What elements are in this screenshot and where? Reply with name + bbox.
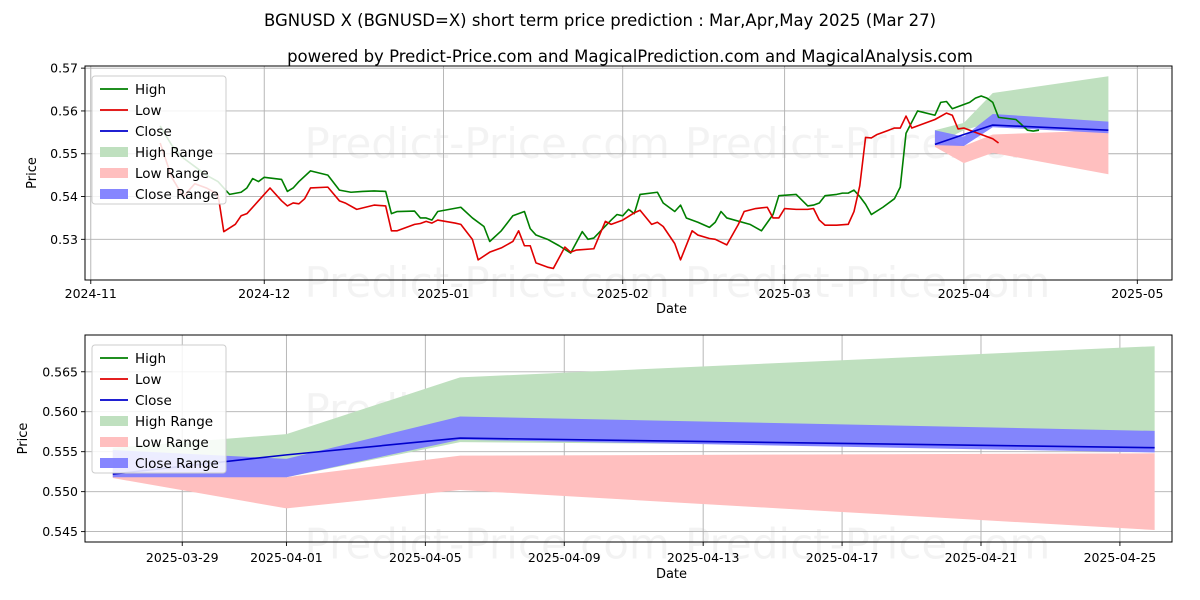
legend-patch-swatch — [100, 147, 128, 157]
legend-patch-swatch — [100, 189, 128, 199]
chart-subtitle: powered by Predict-Price.com and Magical… — [287, 47, 973, 66]
watermark-text: Predict-Price.com — [685, 258, 1050, 307]
legend-item: High — [100, 351, 166, 367]
axes-frame — [84, 65, 1173, 281]
legend-item: Close Range — [100, 456, 219, 472]
low-range-band — [112, 451, 1155, 531]
axes-frame — [84, 334, 1173, 543]
x-tick-label: 2025-04-21 — [945, 550, 1018, 565]
y-axis-label: Price — [25, 157, 40, 189]
close-range-band — [934, 113, 1109, 147]
legend-label: High Range — [135, 145, 213, 161]
x-tick-label: 2025-04-13 — [667, 550, 740, 565]
high-line — [159, 95, 1040, 254]
low-range-band — [934, 130, 1109, 175]
plot-area — [159, 76, 1109, 270]
legend-label: Low Range — [135, 166, 209, 182]
y-tick-label: 0.560 — [42, 404, 78, 419]
x-tick-label: 2025-02 — [597, 286, 649, 301]
legend-item: Low Range — [100, 166, 209, 182]
x-tick-label: 2025-03 — [758, 286, 810, 301]
legend-item: Low — [100, 103, 162, 119]
y-tick-label: 0.555 — [42, 444, 78, 459]
x-tick-label: 2025-05 — [1111, 286, 1163, 301]
legend-label: Low — [135, 372, 162, 388]
x-tick-label: 2025-01 — [417, 286, 469, 301]
y-tick-label: 0.550 — [42, 484, 78, 499]
legend-item: High Range — [100, 414, 213, 430]
legend-label: Close Range — [135, 187, 219, 203]
legend-item: Close Range — [100, 187, 219, 203]
x-tick-label: 2024-12 — [238, 286, 290, 301]
x-tick-label: 2025-04-05 — [389, 550, 462, 565]
legend-patch-swatch — [100, 458, 128, 468]
plot-area — [112, 346, 1155, 531]
y-tick-label: 0.545 — [42, 524, 78, 539]
high-range-band — [934, 76, 1109, 145]
close-line — [934, 124, 1109, 146]
legend-label: Low Range — [135, 435, 209, 451]
legend-patch-swatch — [100, 437, 128, 447]
watermark-text: Predict-Price.com — [305, 258, 670, 307]
legend-label: Close Range — [135, 456, 219, 472]
x-axis-label: Date — [656, 567, 687, 582]
legend-item: Close — [100, 393, 172, 409]
watermark-text: Predict-Price.com — [305, 119, 670, 168]
x-tick-label: 2025-04-25 — [1084, 550, 1157, 565]
y-tick-label: 0.53 — [50, 232, 78, 247]
legend-item: High Range — [100, 145, 213, 161]
legend-label: Close — [135, 124, 172, 140]
y-tick-label: 0.55 — [50, 146, 78, 161]
x-tick-label: 2025-04 — [938, 286, 990, 301]
legend-label: High — [135, 82, 166, 98]
y-tick-label: 0.54 — [50, 189, 78, 204]
x-tick-label: 2025-04-01 — [250, 550, 323, 565]
y-tick-label: 0.57 — [50, 61, 78, 76]
x-tick-label: 2025-04-09 — [528, 550, 601, 565]
legend-item: High — [100, 82, 166, 98]
legend-item: Low — [100, 372, 162, 388]
legend: High Low Close High Range Low Range Close Ran… — [91, 75, 227, 205]
chart-title: BGNUSD X (BGNUSD=X) short term price pre… — [264, 11, 936, 30]
legend-label: High — [135, 351, 166, 367]
y-tick-label: 0.56 — [50, 103, 78, 118]
watermark-text: Predict-Price.com — [305, 520, 670, 569]
bottom-plot: Predict-Price.comPredict-Price.comPredic… — [16, 334, 1173, 582]
watermark-text: Predict-Price.com — [685, 520, 1050, 569]
x-axis-label: Date — [656, 302, 687, 317]
y-tick-label: 0.565 — [42, 364, 78, 379]
x-tick-label: 2024-11 — [65, 286, 117, 301]
legend-item: Close — [100, 124, 172, 140]
legend-label: High Range — [135, 414, 213, 430]
legend-label: Close — [135, 393, 172, 409]
x-tick-label: 2025-04-17 — [806, 550, 879, 565]
x-tick-label: 2025-03-29 — [146, 550, 219, 565]
top-plot: Predict-Price.com Predict-Price.com Predic… — [25, 61, 1173, 317]
y-axis-label: Price — [16, 423, 31, 455]
legend-patch-swatch — [100, 416, 128, 426]
close-range-band — [112, 416, 1155, 478]
legend-label: Low — [135, 103, 162, 119]
legend-patch-swatch — [100, 168, 128, 178]
legend: High Low Close High Range Low Range Close Ran… — [91, 344, 227, 474]
legend-item: Low Range — [100, 435, 209, 451]
low-line — [159, 112, 1000, 270]
